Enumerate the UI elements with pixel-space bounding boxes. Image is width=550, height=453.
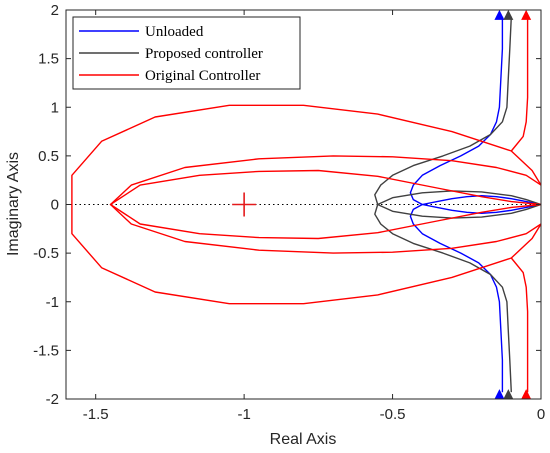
ticks-layer: -1.5 -1 -0.5 0 -2 -1.5 -1 -0.5 0 0.5 1 1.5 2: [33, 2, 545, 423]
series-2-curve-1: [109, 155, 542, 240]
arrow-marker-3: [494, 389, 505, 400]
x-tick-label: -1: [237, 406, 250, 423]
y-tick-label: 1.5: [38, 51, 59, 68]
legend-label-0: Unloaded: [145, 24, 204, 40]
series-2-curve-3: [510, 257, 529, 393]
data-layer: [66, 9, 542, 400]
y-tick-label: 0: [51, 197, 59, 214]
series-1-curve-1: [374, 16, 542, 219]
legend: Unloaded Proposed controller Original Cont…: [72, 16, 301, 90]
y-axis-label: Imaginary Axis: [5, 152, 22, 256]
y-tick-label: -1: [46, 294, 59, 311]
legend-label-2: Original Controller: [145, 68, 260, 84]
y-tick-label: -2: [46, 391, 59, 408]
arrow-marker-1: [503, 9, 514, 20]
x-axis-label: Real Axis: [270, 431, 337, 448]
series-2-curve-2: [71, 104, 542, 305]
x-tick-label: 0: [537, 406, 545, 423]
series-2-curve-4: [510, 16, 529, 152]
x-tick-label: -1.5: [83, 406, 109, 423]
series-0-curve-1: [409, 16, 542, 214]
y-tick-label: -0.5: [33, 245, 59, 262]
y-tick-label: -1.5: [33, 342, 59, 359]
series-0-curve-0: [409, 195, 542, 393]
y-tick-label: 2: [51, 2, 59, 19]
y-tick-label: 1: [51, 99, 59, 116]
arrow-marker-4: [503, 389, 514, 400]
legend-label-1: Proposed controller: [145, 46, 263, 62]
series-1-curve-0: [374, 190, 542, 393]
arrow-marker-5: [521, 389, 532, 400]
arrow-marker-0: [494, 9, 505, 20]
x-tick-label: -0.5: [380, 406, 406, 423]
y-tick-label: 0.5: [38, 148, 59, 165]
arrow-marker-2: [521, 9, 532, 20]
